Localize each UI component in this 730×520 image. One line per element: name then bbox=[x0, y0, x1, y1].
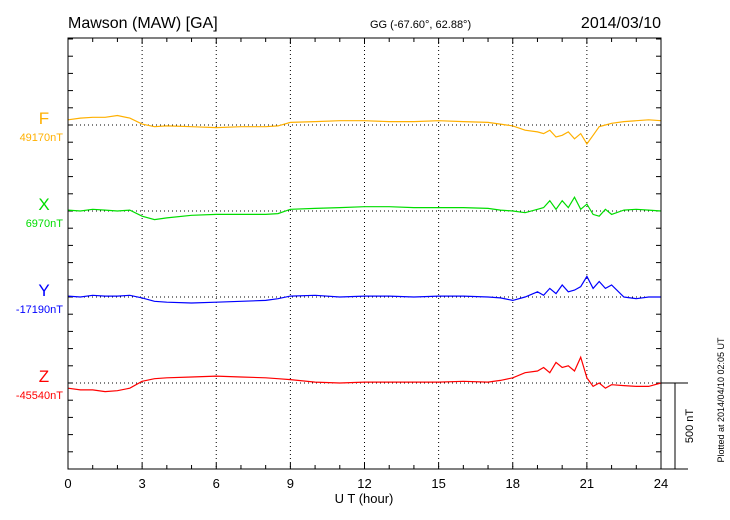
x-tick-label: 9 bbox=[287, 476, 294, 491]
series-baseline-z: -45540nT bbox=[16, 390, 63, 402]
scale-bar-label: 500 nT bbox=[684, 409, 696, 444]
series-baseline-y: -17190nT bbox=[16, 304, 63, 316]
series-name-x: X bbox=[38, 195, 49, 214]
series-labels: F 49170nT X 6970nT Y -17190nT Z -45540nT bbox=[16, 109, 63, 402]
x-axis-label: U T (hour) bbox=[335, 491, 394, 506]
scale-bar bbox=[661, 382, 688, 470]
x-tick-label: 3 bbox=[139, 476, 146, 491]
x-tick-labels: 0 3 6 9 12 15 18 21 24 bbox=[64, 476, 668, 491]
series-name-y: Y bbox=[38, 281, 49, 300]
axis-ticks bbox=[68, 38, 661, 470]
series-line-y bbox=[67, 275, 661, 304]
x-tick-label: 6 bbox=[213, 476, 220, 491]
series-line-x bbox=[67, 195, 662, 221]
x-tick-label: 0 bbox=[64, 476, 71, 491]
series-name-f: F bbox=[39, 109, 49, 128]
plotted-at-note: Plotted at 2014/04/10 02:05 UT bbox=[716, 337, 726, 463]
grid bbox=[68, 38, 661, 469]
x-tick-label: 21 bbox=[580, 476, 594, 491]
plot-frame bbox=[67, 37, 662, 470]
series-line-f bbox=[67, 114, 662, 145]
series-name-z: Z bbox=[39, 367, 49, 386]
series-line-z bbox=[67, 355, 662, 393]
series-lines bbox=[67, 114, 662, 393]
x-tick-label: 12 bbox=[357, 476, 371, 491]
series-baseline-x: 6970nT bbox=[26, 218, 64, 230]
station-title: Mawson (MAW) [GA] bbox=[68, 15, 218, 32]
x-tick-label: 15 bbox=[431, 476, 445, 491]
x-tick-label: 18 bbox=[506, 476, 520, 491]
geo-coordinates: GG (-67.60°, 62.88°) bbox=[370, 19, 471, 31]
series-baseline-f: 49170nT bbox=[20, 132, 64, 144]
chart-date: 2014/03/10 bbox=[581, 15, 661, 32]
x-tick-label: 24 bbox=[654, 476, 668, 491]
